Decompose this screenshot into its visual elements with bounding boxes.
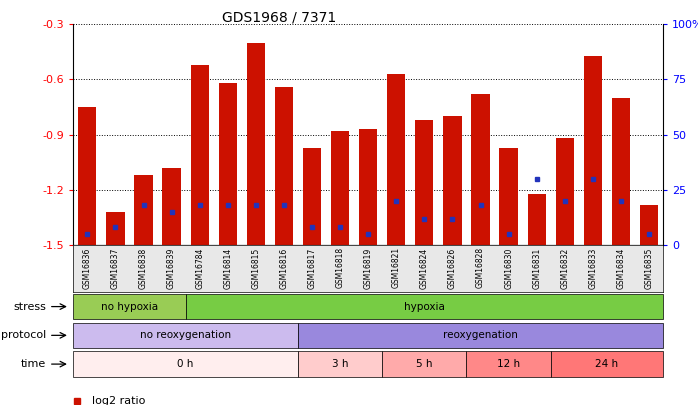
Bar [359, 129, 378, 245]
Text: GSM16828: GSM16828 [476, 247, 485, 288]
Text: hypoxia: hypoxia [404, 302, 445, 311]
Text: GSM16834: GSM16834 [616, 247, 625, 289]
Bar [275, 87, 293, 245]
Text: 3 h: 3 h [332, 359, 348, 369]
Text: GSM16815: GSM16815 [251, 247, 260, 289]
Text: protocol: protocol [1, 330, 46, 340]
Bar [163, 168, 181, 245]
FancyBboxPatch shape [298, 323, 663, 348]
Bar [303, 147, 321, 245]
Text: GSM16817: GSM16817 [308, 247, 316, 289]
FancyBboxPatch shape [73, 323, 298, 348]
Bar [78, 107, 96, 245]
Text: no hypoxia: no hypoxia [101, 302, 158, 311]
Text: GSM16784: GSM16784 [195, 247, 205, 289]
Text: 5 h: 5 h [416, 359, 433, 369]
FancyBboxPatch shape [551, 352, 663, 377]
Text: GSM16819: GSM16819 [364, 247, 373, 289]
Text: stress: stress [13, 302, 46, 311]
Text: GSM16831: GSM16831 [532, 247, 541, 289]
Text: GDS1968 / 7371: GDS1968 / 7371 [222, 10, 336, 24]
FancyBboxPatch shape [73, 352, 298, 377]
Text: GSM16839: GSM16839 [167, 247, 176, 289]
Text: GSM16837: GSM16837 [111, 247, 120, 289]
FancyBboxPatch shape [298, 352, 383, 377]
Text: GSM16821: GSM16821 [392, 247, 401, 288]
FancyBboxPatch shape [186, 294, 663, 319]
Text: time: time [21, 359, 46, 369]
Bar [556, 139, 574, 245]
Bar [191, 65, 209, 245]
Text: GSM16838: GSM16838 [139, 247, 148, 289]
FancyBboxPatch shape [73, 294, 186, 319]
Bar [135, 175, 153, 245]
Text: GSM16814: GSM16814 [223, 247, 232, 289]
Text: GSM16835: GSM16835 [644, 247, 653, 289]
Bar [528, 194, 546, 245]
Text: 12 h: 12 h [497, 359, 520, 369]
Bar [443, 116, 461, 245]
Text: GSM16833: GSM16833 [588, 247, 597, 289]
Text: 24 h: 24 h [595, 359, 618, 369]
Text: GSM16836: GSM16836 [83, 247, 92, 289]
Text: no reoxygenation: no reoxygenation [140, 330, 231, 340]
Text: GSM16832: GSM16832 [560, 247, 570, 289]
Text: GSM16818: GSM16818 [336, 247, 345, 288]
Text: GSM16824: GSM16824 [420, 247, 429, 289]
Bar [471, 94, 490, 245]
Bar [640, 205, 658, 245]
Bar [331, 131, 349, 245]
Bar [415, 120, 433, 245]
Text: reoxygenation: reoxygenation [443, 330, 518, 340]
Text: log2 ratio: log2 ratio [92, 396, 146, 405]
Text: GSM16826: GSM16826 [448, 247, 457, 289]
Bar [246, 43, 265, 245]
Text: GSM16830: GSM16830 [504, 247, 513, 289]
Bar [218, 83, 237, 245]
FancyBboxPatch shape [383, 352, 466, 377]
Bar [106, 212, 124, 245]
FancyBboxPatch shape [466, 352, 551, 377]
Text: GSM16816: GSM16816 [279, 247, 288, 289]
Bar [387, 74, 406, 245]
Bar [500, 147, 518, 245]
Text: 0 h: 0 h [177, 359, 194, 369]
Bar [612, 98, 630, 245]
Bar [584, 55, 602, 245]
